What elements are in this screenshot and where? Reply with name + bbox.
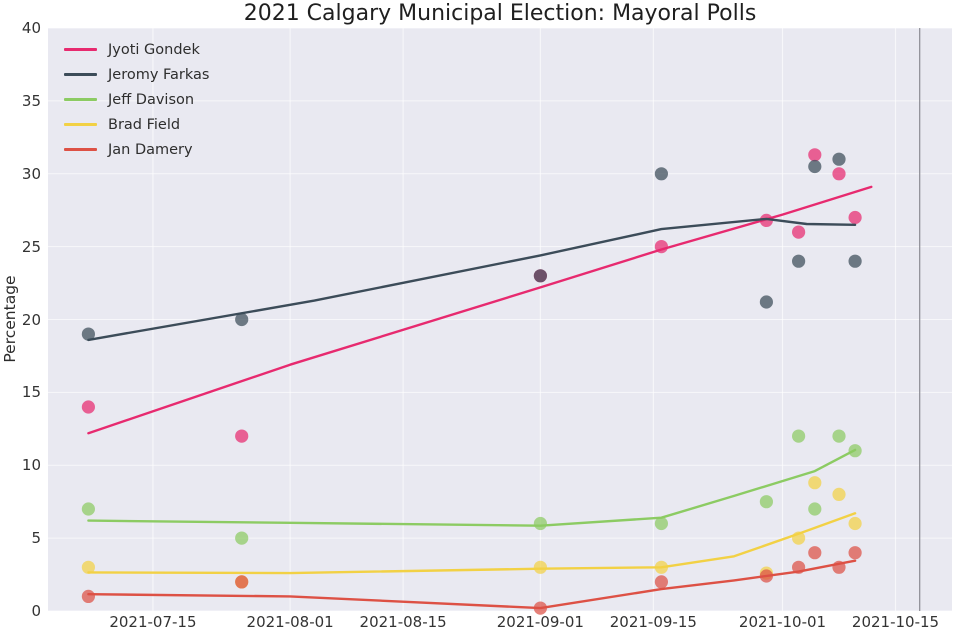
data-point <box>533 269 548 283</box>
legend-item-jan-damery: Jan Damery <box>64 137 209 162</box>
data-point <box>832 487 846 501</box>
trend-line-jeromy-farkas <box>87 217 857 342</box>
data-point <box>759 569 774 583</box>
x-tick-label: 2021-09-01 <box>496 613 584 631</box>
data-point <box>832 167 846 181</box>
data-point <box>792 531 806 545</box>
data-point <box>759 495 774 509</box>
data-point <box>848 444 862 458</box>
legend: Jyoti Gondek Jeromy Farkas Jeff Davison Bra… <box>64 37 209 162</box>
legend-swatch <box>64 98 97 101</box>
data-point <box>81 560 95 574</box>
data-point <box>808 148 822 162</box>
y-tick-label: 20 <box>21 310 41 329</box>
y-tick-label: 5 <box>31 529 41 548</box>
data-point <box>81 502 95 516</box>
legend-label: Jeromy Farkas <box>108 66 210 83</box>
data-point <box>792 225 806 239</box>
data-point <box>759 295 774 309</box>
data-point <box>808 476 822 490</box>
data-point <box>533 560 548 574</box>
data-point <box>759 213 774 227</box>
data-point <box>848 254 862 268</box>
legend-item-jeff-davison: Jeff Davison <box>64 87 209 112</box>
data-point <box>792 429 806 443</box>
data-point <box>848 516 862 531</box>
data-point <box>235 575 249 589</box>
data-point <box>792 254 806 268</box>
data-point <box>808 159 822 174</box>
data-point <box>832 152 846 166</box>
scatter-points-jan-damery <box>81 546 862 615</box>
legend-label: Brad Field <box>108 116 181 133</box>
data-point <box>848 546 862 560</box>
y-tick-label: 35 <box>21 91 41 110</box>
data-point <box>533 601 548 615</box>
legend-label: Jyoti Gondek <box>108 41 200 58</box>
data-point <box>654 167 669 181</box>
legend-item-jyoti-gondek: Jyoti Gondek <box>64 37 209 62</box>
chart-title: 2021 Calgary Municipal Election: Mayoral… <box>243 1 757 26</box>
data-point <box>808 502 822 516</box>
trend-line-jyoti-gondek <box>87 185 873 435</box>
data-point <box>654 575 669 589</box>
x-tick-label: 2021-08-15 <box>359 613 447 631</box>
data-point <box>235 429 249 443</box>
y-tick-label: 10 <box>21 456 41 475</box>
legend-swatch <box>64 48 97 51</box>
data-point <box>533 516 548 531</box>
data-point <box>654 240 669 254</box>
x-tick-label: 2021-09-15 <box>609 613 697 631</box>
data-point <box>81 589 95 604</box>
x-tick-label: 2021-10-15 <box>851 613 940 631</box>
data-point <box>792 560 806 574</box>
legend-label: Jeff Davison <box>108 91 195 108</box>
legend-label: Jan Damery <box>108 141 193 158</box>
legend-swatch <box>64 73 97 76</box>
data-point <box>832 429 846 443</box>
scatter-points-jeff-davison <box>81 429 862 545</box>
legend-swatch <box>64 123 97 126</box>
data-point <box>81 400 95 414</box>
y-tick-label: 15 <box>21 383 41 402</box>
y-tick-label: 40 <box>21 19 41 37</box>
data-point <box>654 516 669 531</box>
legend-item-brad-field: Brad Field <box>64 112 209 137</box>
y-tick-label: 0 <box>31 602 41 620</box>
data-point <box>235 531 249 545</box>
scatter-points-jeromy-farkas <box>81 152 862 341</box>
y-tick-label: 25 <box>21 237 41 256</box>
x-tick-label: 2021-07-15 <box>109 613 197 631</box>
legend-item-jeromy-farkas: Jeromy Farkas <box>64 62 209 87</box>
data-point <box>832 560 846 574</box>
y-tick-label: 30 <box>21 164 41 183</box>
legend-swatch <box>64 148 97 151</box>
data-point <box>654 560 669 574</box>
x-tick-label: 2021-08-01 <box>246 613 334 631</box>
data-point <box>235 312 249 327</box>
data-point <box>808 546 822 560</box>
x-tick-label: 2021-10-01 <box>738 613 827 631</box>
data-point <box>848 210 862 225</box>
data-point <box>81 327 95 341</box>
